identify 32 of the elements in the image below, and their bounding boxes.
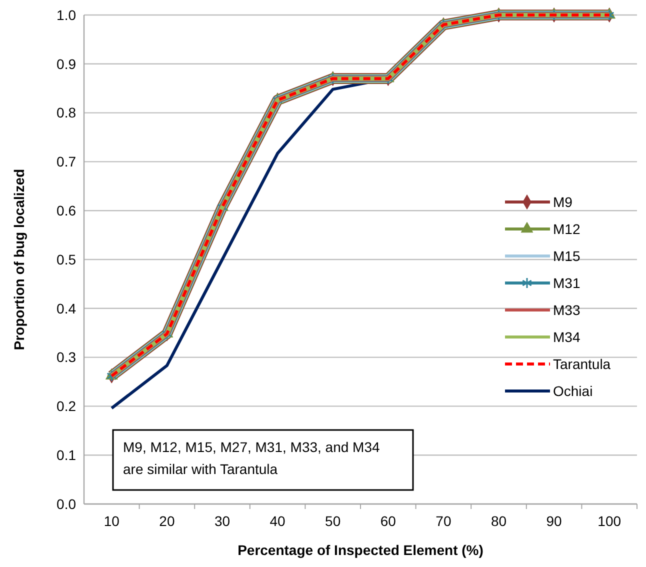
y-tick-label: 0.7 bbox=[56, 154, 76, 170]
x-tick-label: 20 bbox=[159, 513, 175, 529]
y-tick-label: 0.6 bbox=[56, 202, 76, 218]
y-axis-title: Proportion of bug localized bbox=[11, 168, 27, 350]
y-tick-label: 0.1 bbox=[56, 447, 76, 463]
annotation: M9, M12, M15, M27, M31, M33, and M34 are similar with Tarantula bbox=[123, 439, 380, 477]
legend-label: M9 bbox=[553, 194, 573, 210]
y-tick-label: 0.9 bbox=[56, 56, 76, 72]
y-tick-label: 0.2 bbox=[56, 398, 76, 414]
x-tick-label: 80 bbox=[490, 513, 507, 529]
y-tick-label: 0.5 bbox=[56, 251, 76, 268]
x-tick-label: 30 bbox=[214, 513, 230, 529]
legend-label: M31 bbox=[553, 274, 580, 291]
y-tick-label: 0.4 bbox=[56, 300, 76, 316]
x-tick-label: 70 bbox=[436, 513, 452, 529]
x-tick-label: 90 bbox=[546, 513, 562, 529]
legend-label: M15 bbox=[553, 248, 580, 264]
y-tick-label: 0.8 bbox=[56, 104, 76, 121]
legend-label: M34 bbox=[553, 328, 580, 345]
legend-label: Ochiai bbox=[553, 382, 593, 399]
x-tick-label: 10 bbox=[104, 513, 120, 529]
legend-label: M33 bbox=[553, 302, 580, 318]
legend-label: Tarantula bbox=[553, 356, 611, 372]
legend-label: M12 bbox=[553, 220, 580, 237]
x-tick-label: 100 bbox=[598, 513, 622, 529]
y-tick-label: 0.0 bbox=[56, 496, 76, 512]
y-tick-label: 1.0 bbox=[56, 6, 76, 23]
x-tick-label: 50 bbox=[325, 513, 341, 529]
x-axis-title: Percentage of Inspected Element (%) bbox=[238, 542, 484, 558]
x-tick-label: 40 bbox=[270, 513, 286, 529]
y-tick-label: 0.3 bbox=[56, 349, 76, 366]
x-tick-label: 60 bbox=[380, 513, 396, 529]
